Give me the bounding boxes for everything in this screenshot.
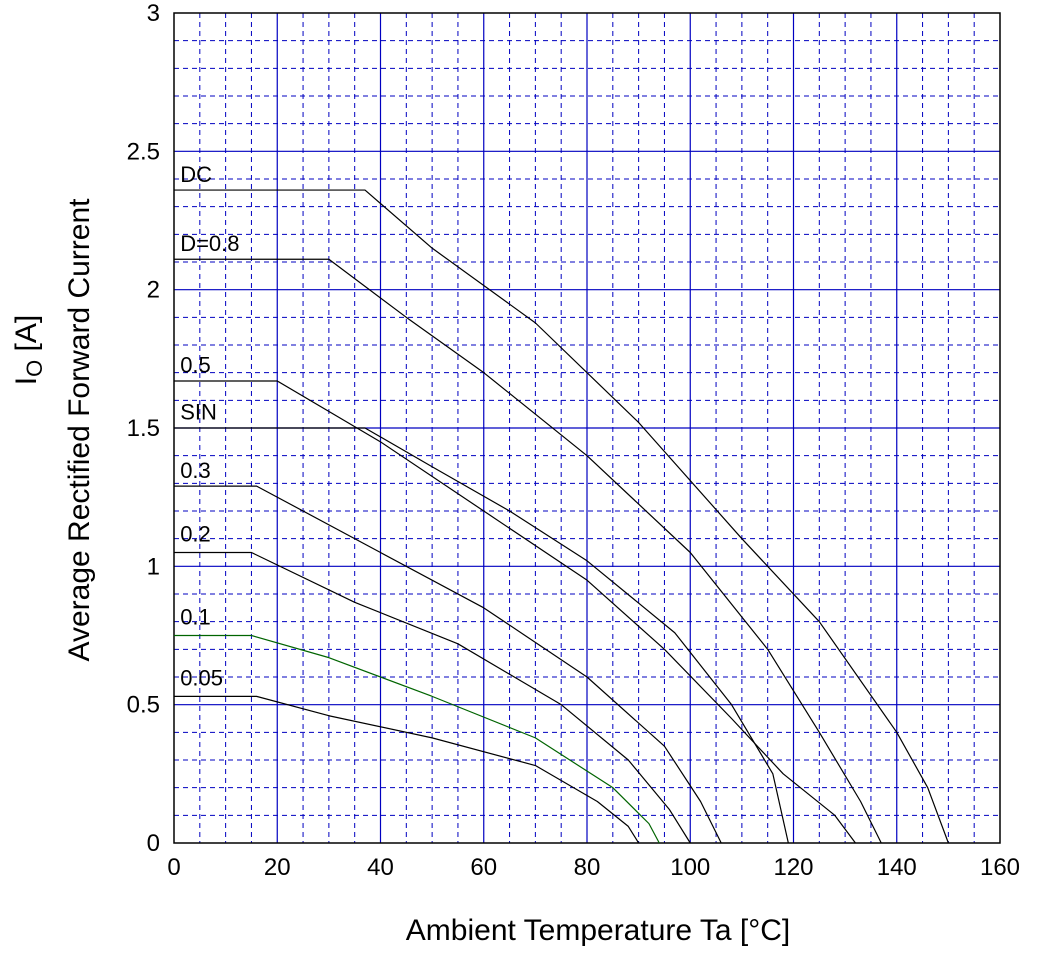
y-tick-label: 3 bbox=[147, 0, 160, 27]
y-axis-symbol: I bbox=[10, 377, 43, 385]
y-axis-unit-gap bbox=[10, 351, 43, 359]
x-tick-label: 120 bbox=[773, 854, 813, 881]
curve-label-0: DC bbox=[180, 162, 212, 187]
x-axis-title: Ambient Temperature Ta [°C] bbox=[406, 914, 790, 947]
series-line-1 bbox=[174, 258, 882, 844]
curve-label-5: 0.2 bbox=[180, 521, 211, 546]
x-tick-layer: 0 20 40 60 80 100 120 140 160 bbox=[167, 854, 1020, 881]
curve-label-4: 0.3 bbox=[180, 458, 211, 483]
y-tick-label: 1 bbox=[147, 553, 160, 580]
curve-label-6: 0.1 bbox=[180, 604, 211, 629]
y-axis-unit: [A] bbox=[10, 315, 43, 352]
y-tick-label: 1.5 bbox=[127, 415, 160, 442]
x-tick-label: 40 bbox=[367, 854, 394, 881]
x-tick-label: 20 bbox=[264, 854, 291, 881]
y-tick-layer: 0 0.5 1 1.5 2 2.5 3 bbox=[127, 0, 160, 857]
series-line-4 bbox=[174, 485, 722, 844]
series-line-6 bbox=[174, 634, 660, 844]
y-tick-label: 0.5 bbox=[127, 692, 160, 719]
curve-label-7: 0.05 bbox=[180, 665, 223, 690]
x-tick-label: 160 bbox=[980, 854, 1020, 881]
curve-label-2: 0.5 bbox=[180, 353, 211, 378]
y-tick-label: 2.5 bbox=[127, 138, 160, 165]
series-line-7 bbox=[174, 695, 640, 844]
y-axis-symbol-subscript: O bbox=[22, 360, 47, 377]
x-tick-label: 0 bbox=[167, 854, 180, 881]
curve-label-3: SIN bbox=[180, 400, 217, 425]
curve-label-1: D=0.8 bbox=[180, 231, 239, 256]
series-layer bbox=[174, 189, 949, 844]
x-tick-label: 80 bbox=[574, 854, 601, 881]
y-tick-label: 0 bbox=[147, 830, 160, 857]
series-line-0 bbox=[174, 189, 949, 844]
x-tick-label: 140 bbox=[877, 854, 917, 881]
y-tick-label: 2 bbox=[147, 277, 160, 304]
curve-label-layer: DC D=0.8 0.5 SIN 0.3 0.2 0.1 0.05 bbox=[180, 162, 239, 691]
y-axis-title: Average Rectified Forward Current bbox=[63, 198, 96, 662]
x-tick-label: 60 bbox=[470, 854, 497, 881]
x-tick-label: 100 bbox=[670, 854, 710, 881]
y-axis-symbol-title: IO [A] bbox=[10, 315, 47, 386]
series-line-3 bbox=[174, 427, 789, 844]
major-grid bbox=[174, 13, 1000, 843]
series-line-5 bbox=[174, 551, 691, 844]
series-line-2 bbox=[174, 380, 856, 844]
